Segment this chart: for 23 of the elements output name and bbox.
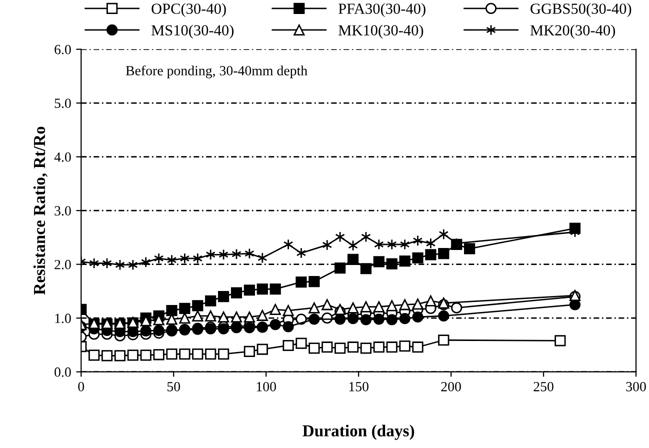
x-tick-label: 200	[441, 382, 461, 392]
y-tick-label: 1.0	[55, 314, 71, 324]
y-axis-title: Resistance Ratio, Rt/Ro	[33, 126, 48, 295]
x-tick-label: 150	[349, 382, 368, 392]
y-tick-label: 6.0	[54, 44, 71, 54]
y-tick-label: 4.0	[54, 152, 71, 162]
x-tick-label: 250	[534, 382, 554, 392]
x-axis-title: Duration (days)	[302, 424, 414, 440]
y-tick-label: 2.0	[54, 260, 71, 270]
legend-label: MS10(30-40)	[151, 24, 234, 39]
x-tick-label: 300	[626, 382, 646, 392]
x-tick-label: 100	[256, 382, 276, 392]
legend-label: MK20(30-40)	[530, 24, 616, 39]
x-tick-label: 50	[167, 382, 180, 392]
x-tick-label: 0	[78, 382, 84, 392]
annotation: Before ponding, 30-40mm depth	[126, 65, 308, 78]
legend-label: MK10(30-40)	[338, 24, 424, 39]
legend-label: GGBS50(30-40)	[530, 3, 632, 17]
y-tick-label: 0.0	[54, 367, 71, 377]
y-tick-label: 5.0	[54, 98, 71, 108]
legend-label: OPC(30-40)	[152, 3, 226, 17]
legend-label: PFA30(30-40)	[338, 3, 426, 17]
y-tick-label: 3.0	[54, 206, 71, 216]
